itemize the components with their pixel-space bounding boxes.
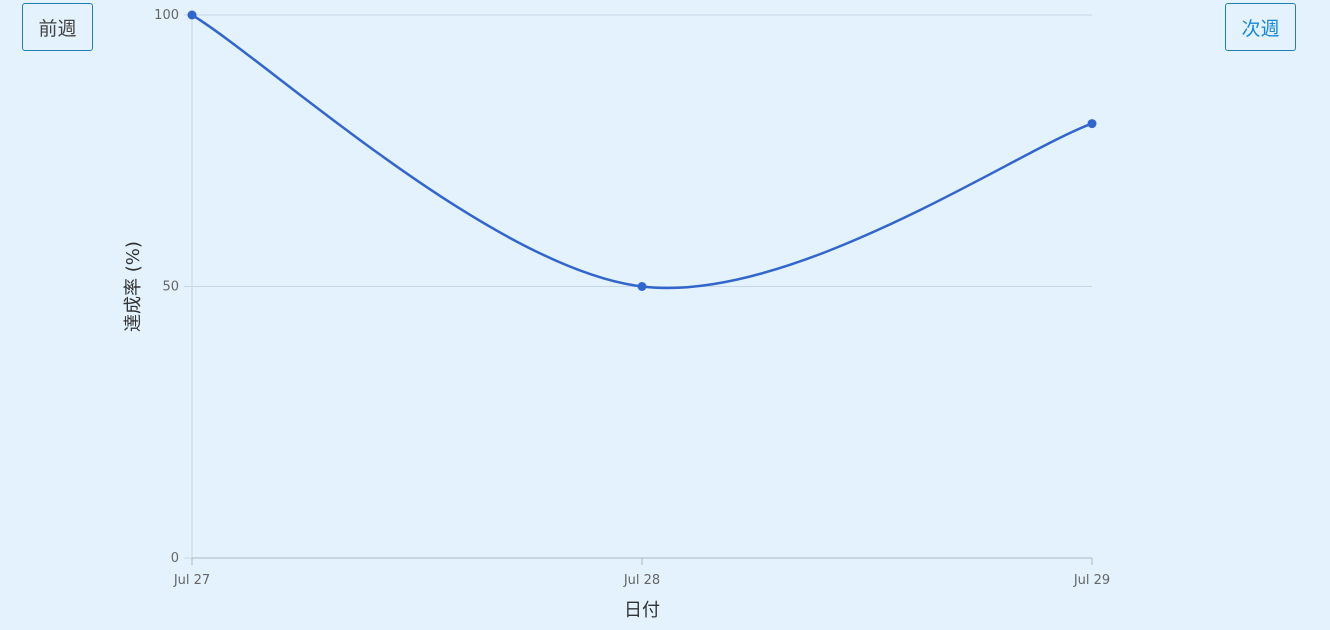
label-layer: 0 50 100 Jul 27 Jul 28 Jul 29 日付 達成率 (%) [123, 8, 1110, 621]
y-axis-title: 達成率 (%) [123, 241, 144, 332]
data-point[interactable] [187, 10, 197, 20]
y-tick-label: 100 [154, 8, 179, 23]
grid-layer [192, 14, 1092, 287]
next-week-button[interactable]: 次週 [1225, 3, 1296, 51]
data-point[interactable] [637, 282, 647, 291]
series-line [191, 13, 1093, 290]
x-axis-title: 日付 [624, 600, 660, 621]
series-layer [187, 10, 1097, 291]
data-point[interactable] [1087, 119, 1097, 129]
prev-week-button[interactable]: 前週 [22, 3, 93, 51]
y-tick-label: 0 [171, 551, 179, 566]
x-tick-label: Jul 27 [173, 573, 210, 588]
x-tick-label: Jul 28 [623, 573, 660, 588]
y-tick-label: 50 [162, 280, 179, 295]
x-tick-label: Jul 29 [1073, 573, 1110, 588]
axis-layer [184, 14, 1093, 565]
